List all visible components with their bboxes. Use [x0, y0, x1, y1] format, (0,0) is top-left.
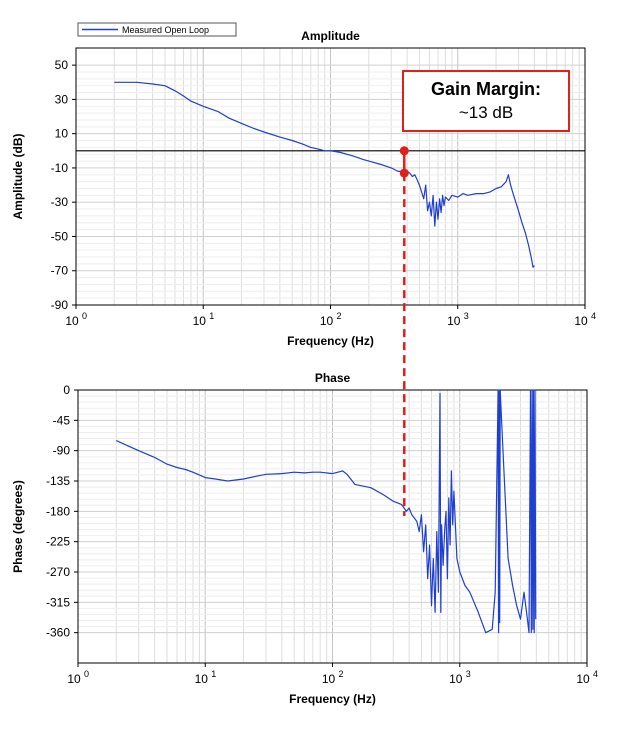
- x-tick-exponent: 1: [209, 311, 214, 321]
- x-tick-label: 10: [322, 672, 336, 686]
- y-tick-label: 10: [55, 127, 69, 141]
- x-tick-label: 10: [447, 314, 461, 328]
- y-tick-label: -50: [51, 229, 69, 243]
- y-tick-label: -90: [53, 444, 71, 458]
- y-tick-label: -180: [46, 504, 70, 518]
- gain-margin-value: ~13 dB: [458, 103, 514, 122]
- y-tick-label: 0: [63, 383, 70, 397]
- x-tick-exponent: 1: [211, 669, 216, 679]
- x-tick-exponent: 2: [339, 669, 344, 679]
- x-axis-label: Frequency (Hz): [287, 334, 374, 348]
- x-tick-label: 10: [65, 314, 79, 328]
- chart-title: Amplitude: [301, 29, 360, 43]
- x-tick-exponent: 4: [591, 311, 596, 321]
- gain-margin-top-dot: [399, 146, 409, 156]
- gain-margin-markers: [399, 146, 409, 516]
- x-tick-label: 10: [67, 672, 81, 686]
- y-tick-label: 50: [55, 58, 69, 72]
- chart-title: Phase: [315, 371, 351, 385]
- y-tick-label: 30: [55, 92, 69, 106]
- x-tick-exponent: 2: [337, 311, 342, 321]
- x-tick-label: 10: [195, 672, 209, 686]
- series-line: [116, 389, 537, 634]
- y-tick-label: -270: [46, 565, 70, 579]
- x-tick-exponent: 3: [464, 311, 469, 321]
- y-tick-label: -360: [46, 626, 70, 640]
- gain-margin-title: Gain Margin:: [430, 79, 541, 99]
- series-line: [114, 81, 535, 268]
- y-tick-label: -90: [51, 298, 69, 312]
- y-tick-label: -225: [46, 535, 70, 549]
- y-tick-label: -10: [51, 161, 69, 175]
- x-tick-exponent: 3: [466, 669, 471, 679]
- x-tick-label: 10: [193, 314, 207, 328]
- x-tick-exponent: 0: [82, 311, 87, 321]
- x-tick-exponent: 4: [593, 669, 598, 679]
- y-tick-label: -45: [53, 413, 71, 427]
- gain-margin-bottom-dot: [399, 168, 409, 178]
- x-tick-exponent: 0: [84, 669, 89, 679]
- y-tick-label: -30: [51, 195, 69, 209]
- y-axis-label: Amplitude (dB): [11, 134, 25, 220]
- x-tick-label: 10: [574, 314, 588, 328]
- y-axis-label: Phase (degrees): [11, 480, 25, 573]
- x-tick-label: 10: [449, 672, 463, 686]
- x-axis-label: Frequency (Hz): [289, 692, 376, 706]
- y-tick-label: -135: [46, 474, 70, 488]
- legend-box: [77, 22, 237, 37]
- y-tick-label: -70: [51, 264, 69, 278]
- x-tick-label: 10: [576, 672, 590, 686]
- y-tick-label: -315: [46, 595, 70, 609]
- gain-margin-annotation: Gain Margin: ~13 dB: [402, 70, 570, 132]
- x-tick-label: 10: [320, 314, 334, 328]
- legend-label: Measured Open Loop: [122, 25, 209, 35]
